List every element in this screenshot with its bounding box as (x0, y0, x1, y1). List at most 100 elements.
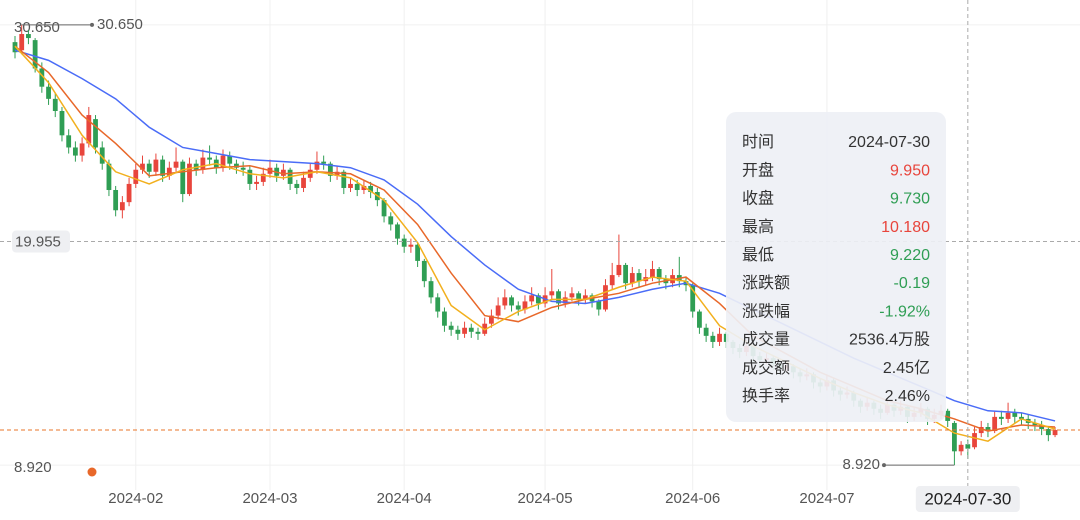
tooltip-label: 涨跌幅 (742, 302, 790, 320)
marker-dot (87, 467, 97, 477)
candle-body (448, 325, 454, 330)
candle-body (93, 119, 98, 148)
tooltip-label: 换手率 (742, 387, 790, 405)
x-tick-label: 2024-03 (242, 490, 297, 507)
candle-body (468, 327, 474, 332)
tooltip-box (726, 112, 946, 422)
tooltip-value: 2.46% (885, 388, 930, 405)
candle-body (482, 323, 488, 334)
candle-body (327, 163, 333, 176)
crosshair-x-label-bg (915, 486, 1020, 512)
candle-body (958, 444, 964, 452)
candle-body (281, 169, 286, 176)
candle-body (341, 171, 347, 188)
candle-body (86, 115, 92, 144)
candle-body (529, 295, 535, 302)
candle-body (616, 264, 622, 276)
candle-body (462, 327, 467, 334)
tooltip-value: -1.92% (879, 303, 930, 320)
candle-body (435, 297, 441, 312)
candle-body (173, 161, 179, 168)
candle-body (1032, 422, 1038, 425)
candle-body (717, 333, 722, 342)
candle-body (636, 273, 642, 282)
max-marker-label: 30.650 (97, 16, 143, 33)
x-tick-label: 2024-04 (377, 490, 432, 507)
candle-body (381, 200, 387, 217)
candle-body (415, 244, 420, 261)
candle-body (609, 275, 615, 286)
candle-body (697, 311, 702, 328)
candle-body (1039, 424, 1045, 430)
tooltip-value: 9.220 (890, 247, 930, 264)
tooltip-label: 成交量 (742, 331, 790, 349)
candle-body (314, 161, 320, 170)
candle-body (455, 329, 461, 334)
candle-body (408, 244, 414, 247)
candle-body (254, 181, 259, 184)
candle-body (166, 167, 172, 176)
candle-body (26, 34, 31, 39)
candle-body (146, 163, 152, 172)
y-tick-label: 30.650 (14, 19, 60, 36)
candle-body (710, 335, 716, 342)
candle-body (200, 157, 206, 170)
candle-body (180, 161, 186, 195)
candle-body (46, 86, 51, 99)
candle-body (113, 190, 119, 211)
candle-body (965, 444, 971, 449)
candle-body (240, 167, 246, 170)
tooltip-value: 2024-07-30 (848, 134, 930, 151)
candle-body (1012, 412, 1018, 417)
candle-body (656, 269, 662, 280)
x-tick-label: 2024-05 (518, 490, 573, 507)
candle-body (140, 163, 145, 170)
candle-body (106, 163, 112, 191)
candle-body (475, 331, 481, 334)
candle-body (428, 281, 434, 298)
candle-body (576, 293, 582, 300)
candle-body (247, 169, 253, 184)
candle-body (79, 143, 85, 156)
candle-body (1052, 430, 1058, 436)
candle-body (489, 315, 494, 324)
x-tick-label: 2024-06 (665, 490, 720, 507)
candle-body (153, 159, 159, 172)
candle-body (348, 183, 353, 188)
candle-body (227, 155, 233, 164)
tooltip-value: 10.180 (881, 219, 930, 236)
candle-body (1005, 412, 1011, 419)
candle-body (421, 260, 427, 282)
crosshair-y-label-bg (12, 230, 70, 253)
candle-body (207, 157, 212, 160)
candle-body (99, 147, 105, 164)
candle-body (522, 301, 528, 310)
tooltip-label: 最高 (742, 218, 774, 236)
candle-body (368, 185, 374, 193)
candle-body (160, 159, 166, 176)
tooltip-value: 2.45亿 (883, 359, 930, 377)
tooltip-value: 9.730 (890, 191, 930, 208)
crosshair-x-label: 2024-07-30 (924, 489, 1011, 508)
candle-body (119, 202, 125, 211)
candle-body (401, 238, 407, 247)
candle-body (502, 297, 508, 306)
candle-body (549, 291, 555, 296)
candle-body (703, 327, 709, 336)
tooltip-label: 最低 (742, 246, 774, 264)
candle-body (556, 291, 561, 304)
candle-body (354, 183, 360, 191)
candle-body (985, 427, 991, 432)
candle-body (603, 285, 608, 310)
candle-body (952, 422, 957, 452)
candle-body (59, 111, 65, 136)
candle-body (690, 285, 696, 312)
candle-body (388, 216, 394, 225)
candle-body (361, 185, 367, 191)
candle-body (442, 311, 447, 326)
candle-body (535, 295, 541, 304)
candle-body (72, 147, 78, 156)
candle-body (998, 416, 1004, 419)
candle-body (495, 305, 501, 316)
